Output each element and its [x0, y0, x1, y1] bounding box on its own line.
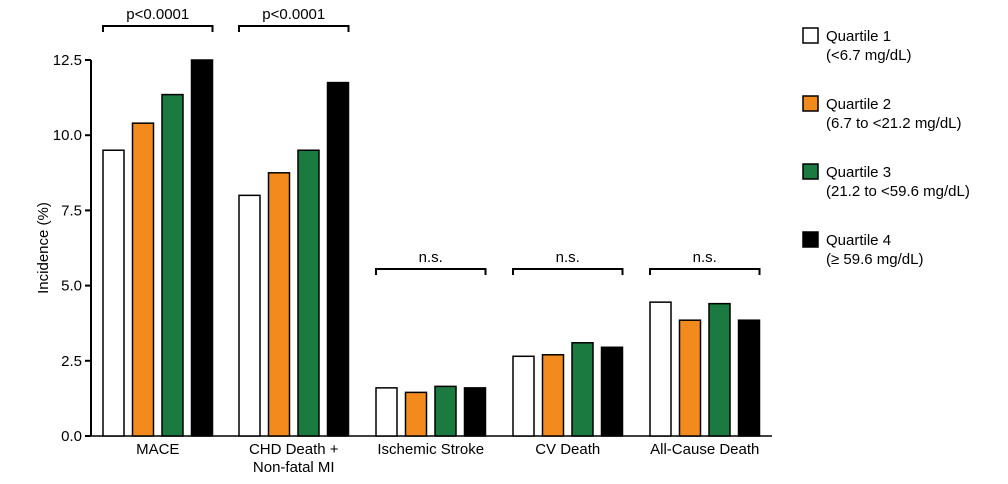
- bar-1-2: [238, 194, 261, 437]
- y-axis-title: Incidence (%): [35, 202, 52, 294]
- bar-3-2: [297, 149, 320, 437]
- bar-2-2: [267, 172, 291, 437]
- bar-3-3: [434, 385, 457, 437]
- bar-1-4: [512, 355, 535, 437]
- significance-bracket: [512, 268, 624, 275]
- significance-label: n.s.: [556, 249, 580, 266]
- bar-3-1: [161, 93, 184, 437]
- bar-2-3: [404, 391, 428, 437]
- legend-range: (6.7 to <21.2 mg/dL): [826, 115, 962, 132]
- significance-brackets: p<0.0001 p<0.0001 n.s. n.s. n.s.: [102, 6, 761, 275]
- y-tick-label: 12.5: [53, 52, 82, 69]
- bar-4-3: [463, 387, 487, 437]
- significance-bracket: [649, 268, 761, 275]
- category-label: Non-fatal MI: [253, 459, 335, 476]
- significance-label: p<0.0001: [262, 6, 325, 23]
- category-label: All-Cause Death: [650, 441, 759, 458]
- legend-swatch-3: [802, 163, 819, 180]
- category-label: MACE: [136, 441, 179, 458]
- category-labels: MACE CHD Death +Non-fatal MI Ischemic Stro…: [136, 441, 759, 476]
- legend: Quartile 1 (<6.7 mg/dL) Quartile 2 (6.7 to …: [802, 27, 970, 268]
- significance-bracket: [238, 25, 350, 32]
- significance-label: n.s.: [419, 249, 443, 266]
- legend-range: (21.2 to <59.6 mg/dL): [826, 183, 970, 200]
- legend-label: Quartile 1: [826, 28, 891, 45]
- bar-4-4: [600, 346, 624, 437]
- bar-3-4: [571, 342, 594, 437]
- y-tick-label: 10.0: [53, 127, 82, 144]
- y-tick-label: 5.0: [61, 278, 82, 295]
- legend-swatch-1: [802, 27, 819, 44]
- legend-swatch-4: [802, 231, 819, 248]
- significance-bracket: [102, 25, 214, 32]
- bar-1-1: [102, 149, 125, 437]
- legend-label: Quartile 2: [826, 96, 891, 113]
- category-label: CV Death: [535, 441, 600, 458]
- bar-3-5: [708, 302, 731, 437]
- legend-range: (<6.7 mg/dL): [826, 47, 911, 64]
- y-tick-label: 0.0: [61, 428, 82, 445]
- y-tick-label: 2.5: [61, 353, 82, 370]
- bar-1-3: [375, 387, 398, 437]
- legend-range: (≥ 59.6 mg/dL): [826, 251, 923, 268]
- bar-4-5: [737, 319, 761, 437]
- legend-swatch-2: [802, 95, 819, 112]
- significance-bracket: [375, 268, 487, 275]
- significance-label: p<0.0001: [126, 6, 189, 23]
- bar-1-5: [649, 301, 672, 437]
- legend-label: Quartile 4: [826, 232, 891, 249]
- category-label: CHD Death +: [249, 441, 339, 458]
- bar-4-1: [190, 59, 214, 437]
- bar-2-5: [678, 319, 702, 437]
- category-label: Ischemic Stroke: [377, 441, 484, 458]
- bar-2-1: [131, 122, 155, 437]
- bars: [102, 59, 761, 437]
- legend-label: Quartile 3: [826, 164, 891, 181]
- y-tick-label: 7.5: [61, 202, 82, 219]
- bar-2-4: [541, 354, 565, 437]
- bar-4-2: [326, 81, 350, 437]
- significance-label: n.s.: [693, 249, 717, 266]
